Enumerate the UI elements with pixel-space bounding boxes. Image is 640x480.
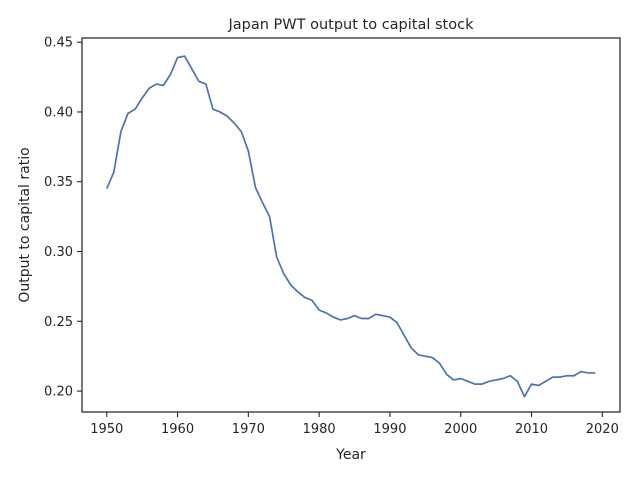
y-tick-label: 0.20 [44, 385, 73, 400]
x-axis-label: Year [335, 447, 366, 463]
plot-frame [81, 37, 621, 413]
y-tick-label: 0.40 [44, 105, 73, 120]
x-tick-label: 2010 [515, 422, 548, 437]
chart-title: Japan PWT output to capital stock [228, 17, 475, 33]
x-tick-label: 1950 [90, 422, 123, 437]
plot-area [82, 38, 620, 412]
series-line-0 [105, 55, 596, 398]
y-tick-label: 0.45 [44, 36, 73, 51]
y-axis-label: Output to capital ratio [17, 147, 33, 302]
y-axis: 0.20 0.25 0.30 0.35 0.40 0.45 [44, 36, 82, 400]
y-tick-label: 0.35 [44, 175, 73, 190]
y-tick-label: 0.30 [44, 245, 73, 260]
x-tick-label: 1970 [232, 422, 265, 437]
x-tick-label: 1980 [303, 422, 336, 437]
series-layer [105, 55, 596, 398]
x-tick-label: 2020 [586, 422, 619, 437]
y-tick-label: 0.25 [44, 315, 73, 330]
x-axis: 1950 1960 1970 1980 1990 2000 2010 2020 [90, 412, 619, 437]
x-tick-label: 1960 [161, 422, 194, 437]
x-tick-label: 2000 [444, 422, 477, 437]
x-tick-label: 1990 [373, 422, 406, 437]
